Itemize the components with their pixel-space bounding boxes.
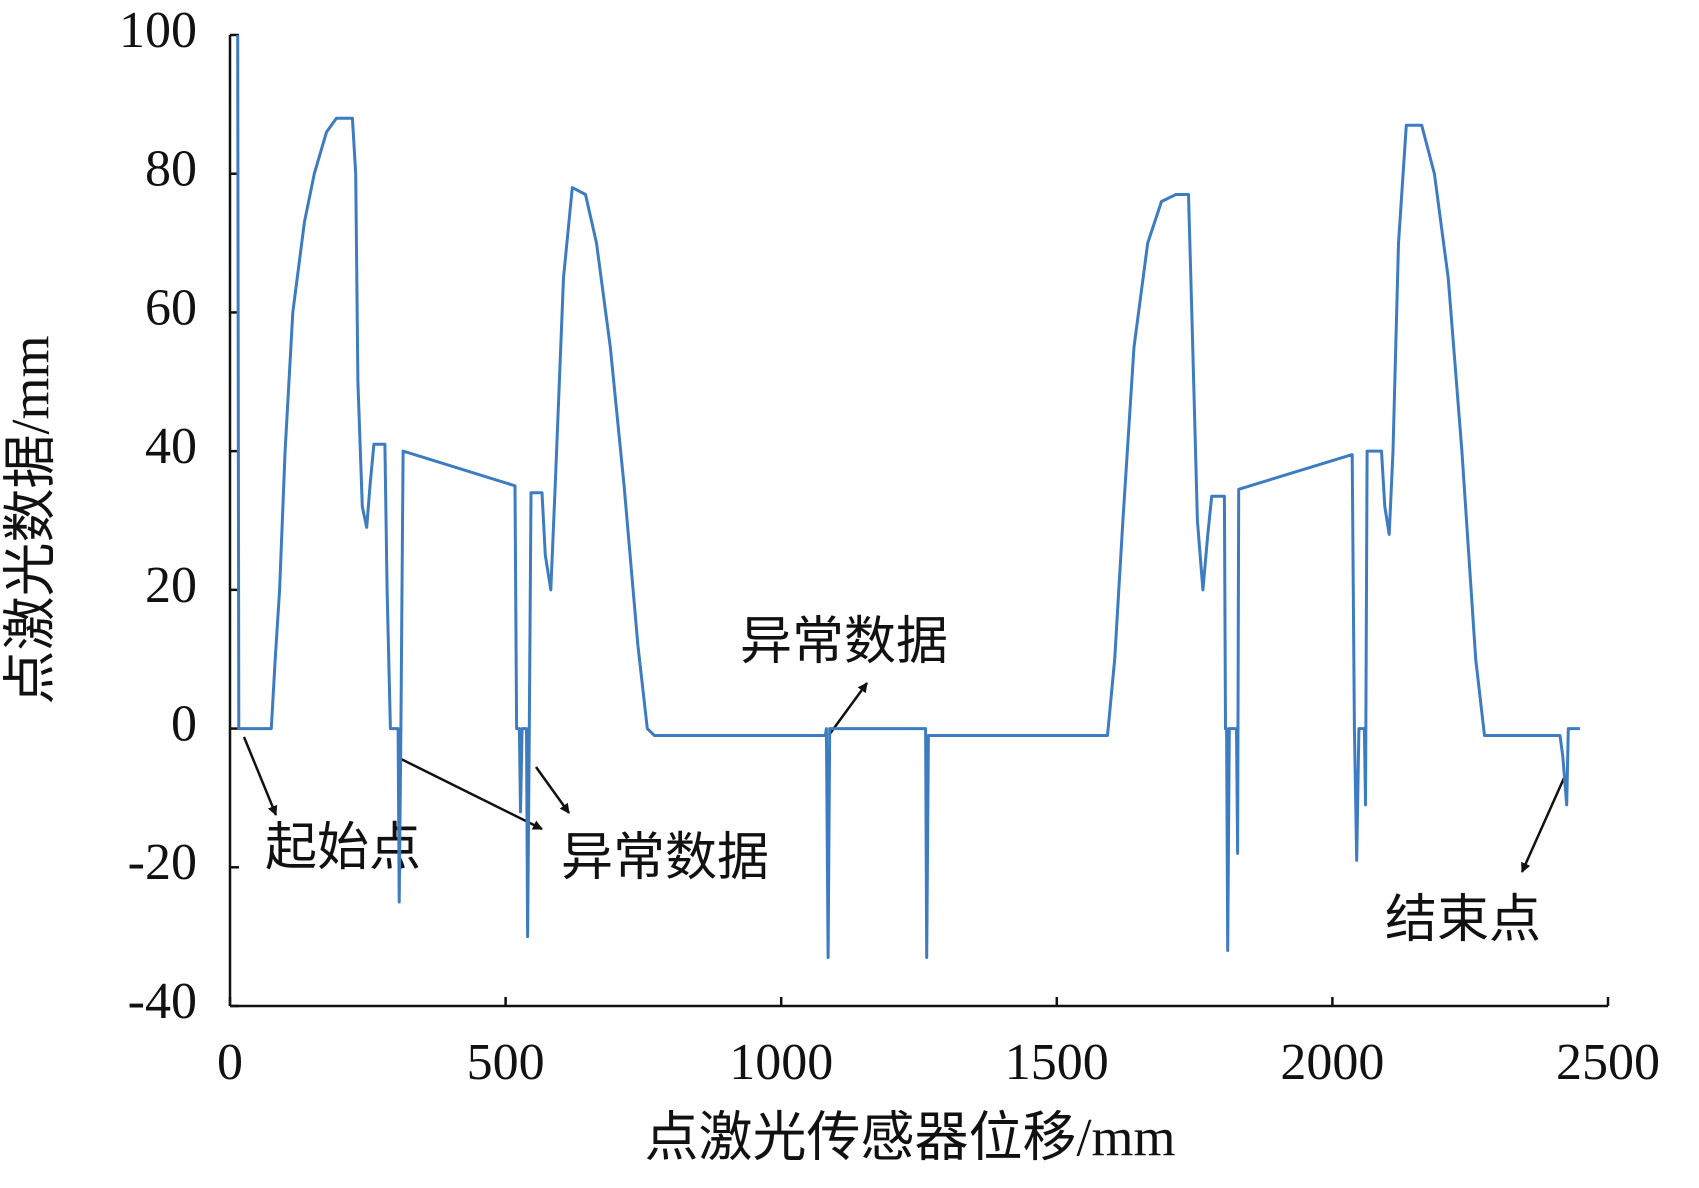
y-axis-label: 点激光数据/mm bbox=[0, 335, 60, 704]
arrow bbox=[534, 766, 571, 814]
x-tick-label: 500 bbox=[467, 1034, 545, 1091]
arrow bbox=[400, 757, 543, 831]
x-tick-label: 0 bbox=[217, 1034, 243, 1091]
y-tick-label: 100 bbox=[119, 2, 197, 59]
y-tick-label: 20 bbox=[145, 557, 197, 614]
data-line bbox=[236, 34, 1580, 959]
annotation: 异常数据 bbox=[740, 614, 948, 671]
y-tick-label: -40 bbox=[128, 973, 197, 1030]
x-tick-label: 2500 bbox=[1556, 1034, 1660, 1091]
annotation: 起始点 bbox=[265, 820, 421, 877]
y-tick-label: -20 bbox=[128, 834, 197, 891]
y-tick-label: 60 bbox=[145, 279, 197, 336]
x-tick-label: 2000 bbox=[1280, 1034, 1384, 1091]
y-tick-label: 80 bbox=[145, 141, 197, 198]
annotation: 结束点 bbox=[1385, 892, 1541, 949]
y-tick-label: 40 bbox=[145, 418, 197, 475]
arrow bbox=[827, 682, 869, 736]
x-axis-label: 点激光传感器位移/mm bbox=[644, 1107, 1175, 1167]
arrow bbox=[242, 736, 278, 816]
arrow bbox=[1520, 777, 1566, 873]
x-tick-label: 1000 bbox=[729, 1034, 833, 1091]
y-tick-label: 0 bbox=[171, 696, 197, 753]
arrows bbox=[242, 682, 1566, 873]
x-tick-label: 1500 bbox=[1005, 1034, 1109, 1091]
annotation: 异常数据 bbox=[561, 830, 769, 887]
